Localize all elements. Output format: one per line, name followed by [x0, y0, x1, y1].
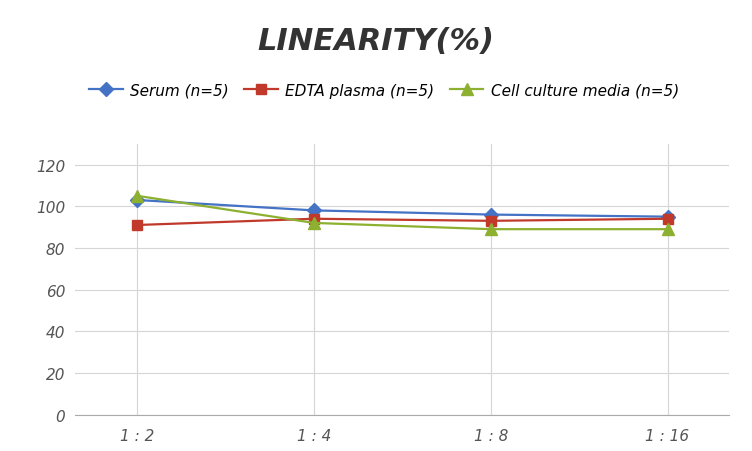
Legend: Serum (n=5), EDTA plasma (n=5), Cell culture media (n=5): Serum (n=5), EDTA plasma (n=5), Cell cul…: [83, 78, 686, 105]
EDTA plasma (n=5): [132, 223, 141, 228]
Serum (n=5): [309, 208, 318, 214]
Cell culture media (n=5): [487, 227, 496, 232]
EDTA plasma (n=5): [309, 216, 318, 222]
Serum (n=5): [663, 215, 672, 220]
Text: LINEARITY(%): LINEARITY(%): [257, 27, 495, 56]
Cell culture media (n=5): [663, 227, 672, 232]
EDTA plasma (n=5): [663, 216, 672, 222]
Serum (n=5): [132, 198, 141, 203]
Line: Cell culture media (n=5): Cell culture media (n=5): [132, 191, 673, 235]
Cell culture media (n=5): [309, 221, 318, 226]
Line: Serum (n=5): Serum (n=5): [132, 196, 672, 222]
Cell culture media (n=5): [132, 193, 141, 199]
EDTA plasma (n=5): [487, 219, 496, 224]
Serum (n=5): [487, 212, 496, 218]
Line: EDTA plasma (n=5): EDTA plasma (n=5): [132, 214, 672, 230]
